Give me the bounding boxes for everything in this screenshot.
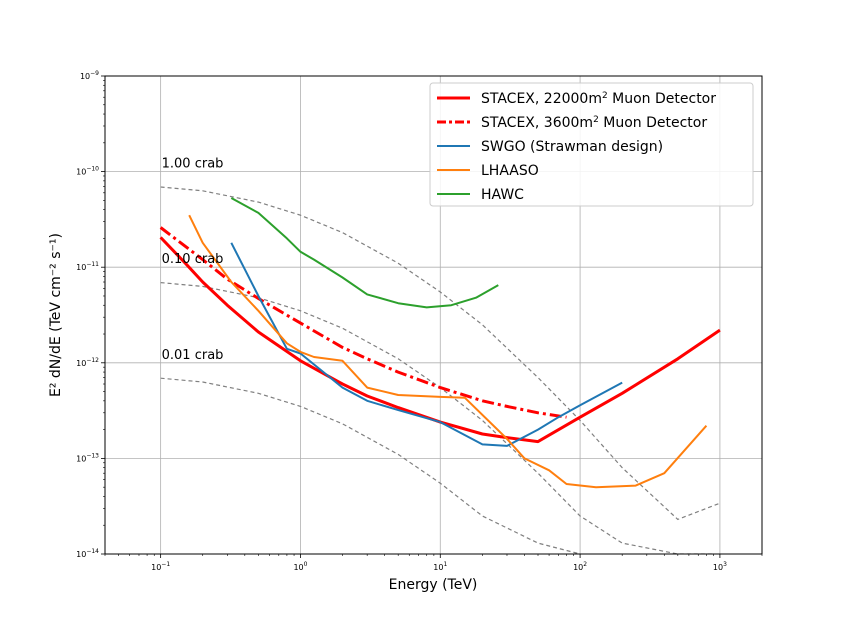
y-tick-label: 10−14 — [76, 548, 99, 559]
legend-label: SWGO (Strawman design) — [481, 139, 663, 155]
x-tick-label: 10−1 — [151, 561, 170, 572]
y-tick-label: 10−11 — [76, 261, 99, 272]
legend-box — [429, 82, 754, 207]
y-axis-ticks: 10−14 10−13 10−12 10−11 10−10 10−9 — [76, 70, 105, 559]
crab-reference-line — [160, 377, 581, 554]
crab-annotation: 0.01 crab — [162, 348, 224, 363]
x-tick-label: 103 — [713, 561, 727, 572]
x-tick-label: 102 — [573, 561, 587, 572]
crab-annotations: 1.00 crab 0.10 crab 0.01 crab — [162, 157, 224, 363]
series-line — [230, 197, 499, 309]
series-lines — [159, 197, 721, 489]
legend: STACEX, 22000m2 Muon Detector STACEX, 360… — [429, 82, 754, 207]
y-axis-label: E² dN/dE (TeV cm⁻² s⁻¹) — [48, 233, 64, 397]
y-tick-label: 10−13 — [76, 452, 99, 463]
x-tick-label: 100 — [293, 561, 307, 572]
series-line — [159, 226, 567, 419]
legend-label: HAWC — [481, 187, 524, 203]
legend-label: LHAASO — [481, 163, 539, 179]
series-line — [188, 214, 708, 489]
plot-frame — [104, 75, 763, 555]
legend-label: STACEX, 22000m2 Muon Detector — [481, 91, 716, 107]
crab-annotation: 0.10 crab — [162, 252, 224, 267]
x-axis-ticks: 10−1 100 101 102 103 — [104, 554, 763, 572]
y-tick-label: 10−10 — [76, 166, 99, 177]
y-tick-label: 10−9 — [80, 70, 99, 81]
series-line — [159, 236, 721, 444]
legend-label: STACEX, 3600m2 Muon Detector — [481, 115, 707, 131]
series-line — [230, 242, 623, 447]
crab-annotation: 1.00 crab — [162, 157, 224, 172]
y-tick-label: 10−12 — [76, 357, 99, 368]
crab-reference-line — [160, 186, 721, 521]
x-tick-label: 101 — [433, 561, 447, 572]
x-axis-label: Energy (TeV) — [389, 577, 478, 593]
